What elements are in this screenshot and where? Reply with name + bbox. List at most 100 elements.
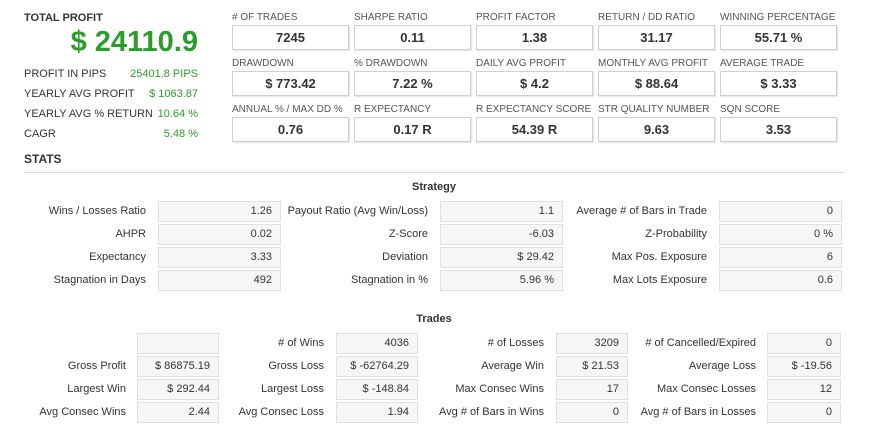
metric-value: 0.76 [232,117,349,142]
metric-label: PROFIT FACTOR [476,12,556,23]
trade-label: Gross Loss [268,360,324,372]
metric-label: DRAWDOWN [232,58,294,69]
trade-value: 0 [767,333,841,354]
stat-value: 0 % [719,224,842,245]
metric-value: $ 88.64 [598,71,715,96]
metric-label: R EXPECTANCY [354,104,432,115]
trade-value: 4036 [336,333,418,354]
metric-value: $ 773.42 [232,71,349,96]
stat-value: 0 [719,201,842,222]
trade-value: $ 21.53 [556,356,628,377]
trade-label: # of Wins [278,337,324,349]
metric-value: 0.17 R [354,117,471,142]
trade-value: 0 [767,402,841,423]
trade-label: # of Losses [487,337,544,349]
metric-value: 55.71 % [720,25,837,50]
stat-value: 0.6 [719,270,842,291]
empty-cell [137,333,219,354]
trade-value: 1.94 [336,402,418,423]
metric-label: R EXPECTANCY SCORE [476,104,592,115]
trade-label: Max Consec Losses [656,383,756,395]
strategy-title: Strategy [411,181,457,193]
trade-label: Largest Loss [261,383,324,395]
stat-label: Deviation [382,251,428,263]
total-profit-title: TOTAL PROFIT [24,12,103,24]
stat-label: Wins / Losses Ratio [48,205,146,217]
trade-label: # of Cancelled/Expired [645,337,756,349]
stat-label: Max Pos. Exposure [611,251,707,263]
trade-value: $ -19.56 [767,356,841,377]
stats-heading: STATS [24,152,62,166]
summary-label: YEARLY AVG % RETURN [24,108,153,120]
trade-label: Avg Consec Loss [238,406,324,418]
trade-value: 0 [556,402,628,423]
metric-label: % DRAWDOWN [354,58,428,69]
summary-label: CAGR [24,128,56,140]
stat-value: -6.03 [440,224,563,245]
summary-value: 25401.8 PIPS [130,68,198,80]
metric-value: $ 4.2 [476,71,593,96]
stat-label: Stagnation in Days [53,274,146,286]
stat-value: 0.02 [158,224,281,245]
stat-value: 1.26 [158,201,281,222]
trade-value: 3209 [556,333,628,354]
stat-value: 492 [158,270,281,291]
trade-label: Avg # of Bars in Losses [640,406,756,418]
stat-label: Z-Score [388,228,428,240]
trade-value: 2.44 [137,402,219,423]
summary-value: 5.48 % [163,128,198,140]
trade-label: Average Win [481,360,544,372]
metric-value: 1.38 [476,25,593,50]
trade-label: Max Consec Wins [455,383,544,395]
stat-label: Max Lots Exposure [612,274,707,286]
stat-value: 1.1 [440,201,563,222]
metric-label: SQN SCORE [720,104,781,115]
summary-label: PROFIT IN PIPS [24,68,107,80]
stat-value: $ 29.42 [440,247,563,268]
stat-value: 6 [719,247,842,268]
stat-label: Average # of Bars in Trade [576,205,707,217]
metric-value: 3.53 [720,117,837,142]
metric-value: 9.63 [598,117,715,142]
trade-label: Average Loss [688,360,756,372]
trade-label: Avg Consec Wins [39,406,126,418]
metric-label: # OF TRADES [232,12,298,23]
metric-value: 7.22 % [354,71,471,96]
metric-label: RETURN / DD RATIO [598,12,696,23]
stat-value: 5.96 % [440,270,563,291]
trades-title: Trades [416,313,452,325]
trade-value: $ -148.84 [336,379,418,400]
summary-label: YEARLY AVG PROFIT [24,88,135,100]
metric-label: MONTHLY AVG PROFIT [598,58,709,69]
trade-label: Avg # of Bars in Wins [439,406,544,418]
stat-label: Expectancy [89,251,146,263]
trade-value: $ 292.44 [137,379,219,400]
stat-value: 3.33 [158,247,281,268]
metric-value: 31.17 [598,25,715,50]
trade-value: $ 86875.19 [137,356,219,377]
divider [24,172,845,173]
metric-label: SHARPE RATIO [354,12,428,23]
metric-label: DAILY AVG PROFIT [476,58,567,69]
metric-value: 54.39 R [476,117,593,142]
trade-label: Largest Win [67,383,126,395]
trade-label: Gross Profit [67,360,126,372]
metric-value: 7245 [232,25,349,50]
stat-label: Stagnation in % [350,274,428,286]
metric-value: 0.11 [354,25,471,50]
summary-value: 10.64 % [157,108,198,120]
stat-label: AHPR [115,228,146,240]
metric-label: ANNUAL % / MAX DD % [232,104,343,115]
stat-label: Payout Ratio (Avg Win/Loss) [287,205,428,217]
summary-value: $ 1063.87 [149,88,198,100]
metric-value: $ 3.33 [720,71,837,96]
trade-value: $ -62764.29 [336,356,418,377]
metric-label: AVERAGE TRADE [720,58,805,69]
trade-value: 17 [556,379,628,400]
metric-label: WINNING PERCENTAGE [720,12,836,23]
trade-value: 12 [767,379,841,400]
stat-label: Z-Probability [645,228,707,240]
total-profit-value: $ 24110.9 [70,26,198,58]
metric-label: STR QUALITY NUMBER [598,104,710,115]
